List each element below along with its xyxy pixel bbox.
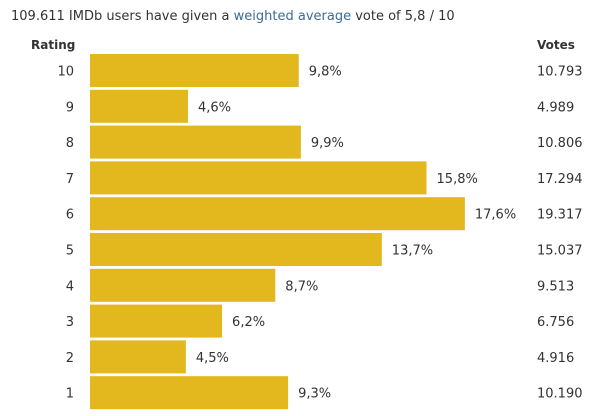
bar-rating-8: [90, 125, 301, 159]
votes-count-9: 4.989: [537, 100, 574, 115]
rating-label-10: 10: [57, 65, 74, 80]
percent-label-6: 17,6%: [475, 208, 516, 223]
percent-label-3: 6,2%: [232, 315, 265, 330]
rating-label-6: 6: [66, 208, 74, 223]
rating-column-header: Rating: [31, 38, 76, 52]
votes-count-4: 9.513: [537, 279, 574, 294]
rating-label-3: 3: [66, 315, 74, 330]
percent-label-4: 8,7%: [285, 279, 318, 294]
rating-summary: 109.611 IMDb users have given a weighted…: [11, 9, 455, 24]
summary-suffix: vote of 5,8 / 10: [351, 9, 455, 24]
votes-count-7: 17.294: [537, 172, 583, 187]
rating-label-8: 8: [66, 136, 74, 151]
bar-rating-6: [90, 197, 465, 231]
votes-count-8: 10.806: [537, 136, 583, 151]
summary-prefix: 109.611 IMDb users have given a: [11, 9, 234, 24]
bar-rating-1: [90, 376, 289, 410]
rating-label-9: 9: [66, 100, 74, 115]
rating-label-2: 2: [66, 351, 74, 366]
percent-label-9: 4,6%: [198, 100, 231, 115]
votes-count-2: 4.916: [537, 351, 574, 366]
bar-rating-9: [90, 89, 188, 123]
rating-label-5: 5: [66, 244, 74, 259]
percent-label-10: 9,8%: [309, 65, 342, 80]
bar-rating-2: [90, 340, 186, 374]
percent-label-7: 15,8%: [437, 172, 478, 187]
votes-count-6: 19.317: [537, 208, 583, 223]
percent-label-8: 9,9%: [311, 136, 344, 151]
percent-label-1: 9,3%: [298, 387, 331, 402]
bar-rating-4: [90, 268, 276, 302]
votes-column-header: Votes: [537, 38, 575, 52]
votes-count-1: 10.190: [537, 387, 583, 402]
bar-rating-3: [90, 304, 223, 338]
bar-rating-10: [90, 54, 299, 87]
votes-count-10: 10.793: [537, 65, 583, 80]
percent-label-5: 13,7%: [392, 244, 433, 259]
bar-rating-5: [90, 233, 382, 266]
votes-count-3: 6.756: [537, 315, 574, 330]
weighted-average-link[interactable]: weighted average: [233, 9, 352, 24]
votes-count-5: 15.037: [537, 244, 583, 259]
rating-label-4: 4: [66, 279, 74, 294]
percent-label-2: 4,5%: [196, 351, 229, 366]
bar-rating-7: [90, 161, 427, 195]
rating-label-7: 7: [66, 172, 74, 187]
rating-label-1: 1: [66, 387, 74, 402]
